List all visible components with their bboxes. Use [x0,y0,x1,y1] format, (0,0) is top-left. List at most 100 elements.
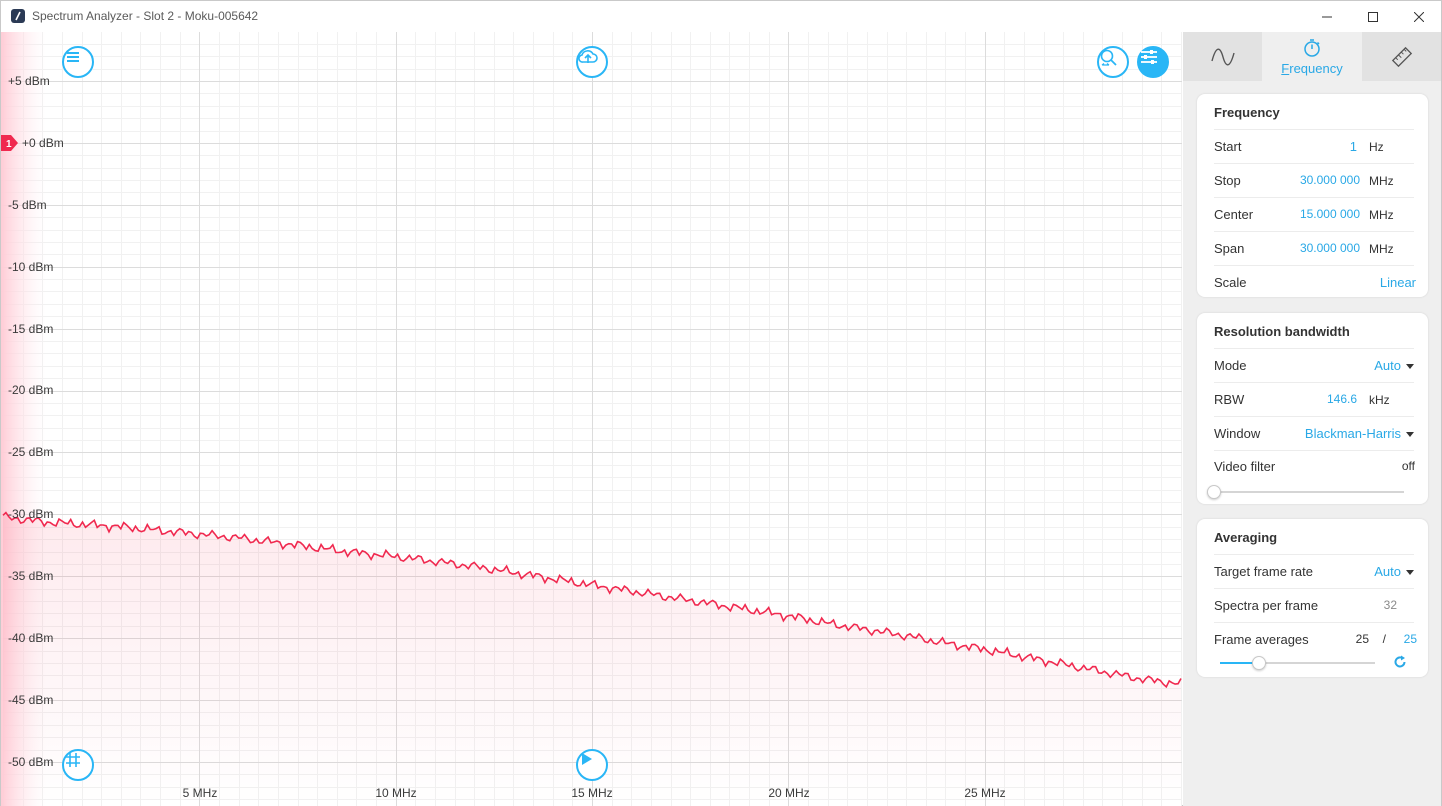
y-tick-label: -30 dBm [8,507,54,521]
y-tick-label: -5 dBm [8,198,47,212]
frame-averages-current: 25 [1355,632,1369,646]
center-value[interactable]: 15.000 000 [1299,207,1360,221]
y-tick-label: -50 dBm [8,755,54,769]
video-filter-label: Video filter [1214,459,1276,474]
y-tick-label: +5 dBm [8,74,50,88]
mode-row: Mode Auto [1214,348,1414,381]
refresh-icon[interactable] [1393,655,1407,669]
rbw-row: RBW 146.6 kHz [1214,382,1414,415]
span-value[interactable]: 30.000 000 [1299,241,1360,255]
rbw-card: Resolution bandwidth Mode Auto RBW 146.6… [1197,313,1428,504]
marker-flag-icon: 1 [1,135,18,151]
spectrum-trace [2,511,1182,689]
start-label: Start [1214,139,1242,154]
rbw-card-title: Resolution bandwidth [1214,324,1350,339]
play-icon [582,753,592,765]
x-tick-label: 5 MHz [182,786,218,800]
y-tick-label: -15 dBm [8,322,54,336]
maximize-icon [1368,11,1378,22]
start-value[interactable]: 1 [1349,139,1357,154]
settings-panel: Frequency Frequency Start 1 Hz Stop [1183,32,1441,806]
center-unit[interactable]: MHz [1369,208,1394,222]
frame-averages-slider-track[interactable] [1220,662,1375,664]
spectra-row: Spectra per frame 32 [1214,588,1414,621]
tab-measurements[interactable] [1362,32,1441,81]
title-bar: Spectrum Analyzer - Slot 2 - Moku-005642 [1,1,1441,32]
y-tick-label: -10 dBm [8,260,54,274]
averaging-card: Averaging Target frame rate Auto Spectra… [1197,519,1428,677]
chevron-down-icon[interactable] [1406,570,1414,575]
target-rate-select[interactable]: Auto [1374,564,1401,579]
window-select[interactable]: Blackman-Harris [1304,426,1401,441]
zoom-button[interactable] [1097,46,1129,78]
span-label: Span [1214,241,1245,256]
stop-unit[interactable]: MHz [1369,174,1394,188]
zoom-icon [1100,49,1117,66]
video-filter-slider-track[interactable] [1214,491,1404,493]
frame-averages-target[interactable]: 25 [1403,632,1417,646]
minimize-button[interactable] [1304,1,1350,32]
plot-canvas [1,32,1182,806]
grid-button[interactable] [62,749,94,781]
settings-button[interactable] [1137,46,1169,78]
scale-select[interactable]: Linear [1379,275,1416,290]
start-row: Start 1 Hz [1214,129,1414,162]
marker-label: 1 [6,139,12,150]
window-label: Window [1214,426,1261,441]
span-row: Span 30.000 000 MHz [1214,231,1414,264]
scale-label: Scale [1214,275,1247,290]
maximize-button[interactable] [1350,1,1396,32]
stop-value[interactable]: 30.000 000 [1299,173,1360,187]
close-button[interactable] [1396,1,1442,32]
app-logo-icon [11,9,25,23]
x-tick-label: 15 MHz [571,786,613,800]
frequency-card-title: Frequency [1214,105,1280,120]
spectra-value: 32 [1383,598,1397,612]
video-filter-slider-thumb[interactable] [1207,485,1221,499]
cloud-upload-icon [578,50,598,63]
trace-fill [3,512,1181,806]
window-title: Spectrum Analyzer - Slot 2 - Moku-005642 [32,9,259,23]
frame-averages-label: Frame averages [1214,632,1309,647]
frame-averages-row: Frame averages 25 / 25 [1214,622,1417,674]
center-row: Center 15.000 000 MHz [1214,197,1414,230]
play-button[interactable] [576,749,608,781]
target-rate-row: Target frame rate Auto [1214,554,1414,587]
spectrum-plot[interactable]: +5 dBm +0 dBm -5 dBm -10 dBm -15 dBm -20… [1,32,1182,806]
close-icon [1414,11,1424,22]
target-rate-label: Target frame rate [1214,564,1313,579]
frame-averages-separator: / [1382,632,1386,646]
chevron-down-icon[interactable] [1406,364,1414,369]
minimize-icon [1322,16,1332,17]
sliders-icon [1141,50,1157,64]
span-unit[interactable]: MHz [1369,242,1394,256]
panel-tabs: Frequency [1183,32,1441,81]
frequency-card: Frequency Start 1 Hz Stop 30.000 000 MHz… [1197,94,1428,297]
reference-marker[interactable]: 1 [1,135,19,151]
cloud-upload-button[interactable] [576,46,608,78]
scale-row: Scale Linear [1214,265,1416,298]
rbw-label: RBW [1214,392,1245,407]
rbw-unit[interactable]: kHz [1369,393,1390,407]
window-row: Window Blackman-Harris [1214,416,1414,449]
x-tick-label: 10 MHz [375,786,417,800]
grid-icon [66,753,80,767]
averaging-card-title: Averaging [1214,530,1278,545]
menu-button[interactable] [62,46,94,78]
start-unit[interactable]: Hz [1369,140,1384,154]
video-filter-value: off [1401,459,1415,473]
menu-icon [67,52,79,62]
x-tick-label: 20 MHz [768,786,810,800]
stopwatch-icon [1304,38,1320,57]
center-label: Center [1214,207,1254,222]
y-tick-label: -20 dBm [8,383,54,397]
tab-frequency[interactable]: Frequency [1262,32,1362,81]
mode-select[interactable]: Auto [1374,358,1401,373]
y-tick-label: -35 dBm [8,569,54,583]
chevron-down-icon[interactable] [1406,432,1414,437]
frame-averages-slider-thumb[interactable] [1251,656,1266,670]
rbw-value[interactable]: 146.6 [1326,392,1357,406]
ruler-icon [1391,46,1412,67]
tab-channels[interactable] [1183,32,1262,81]
